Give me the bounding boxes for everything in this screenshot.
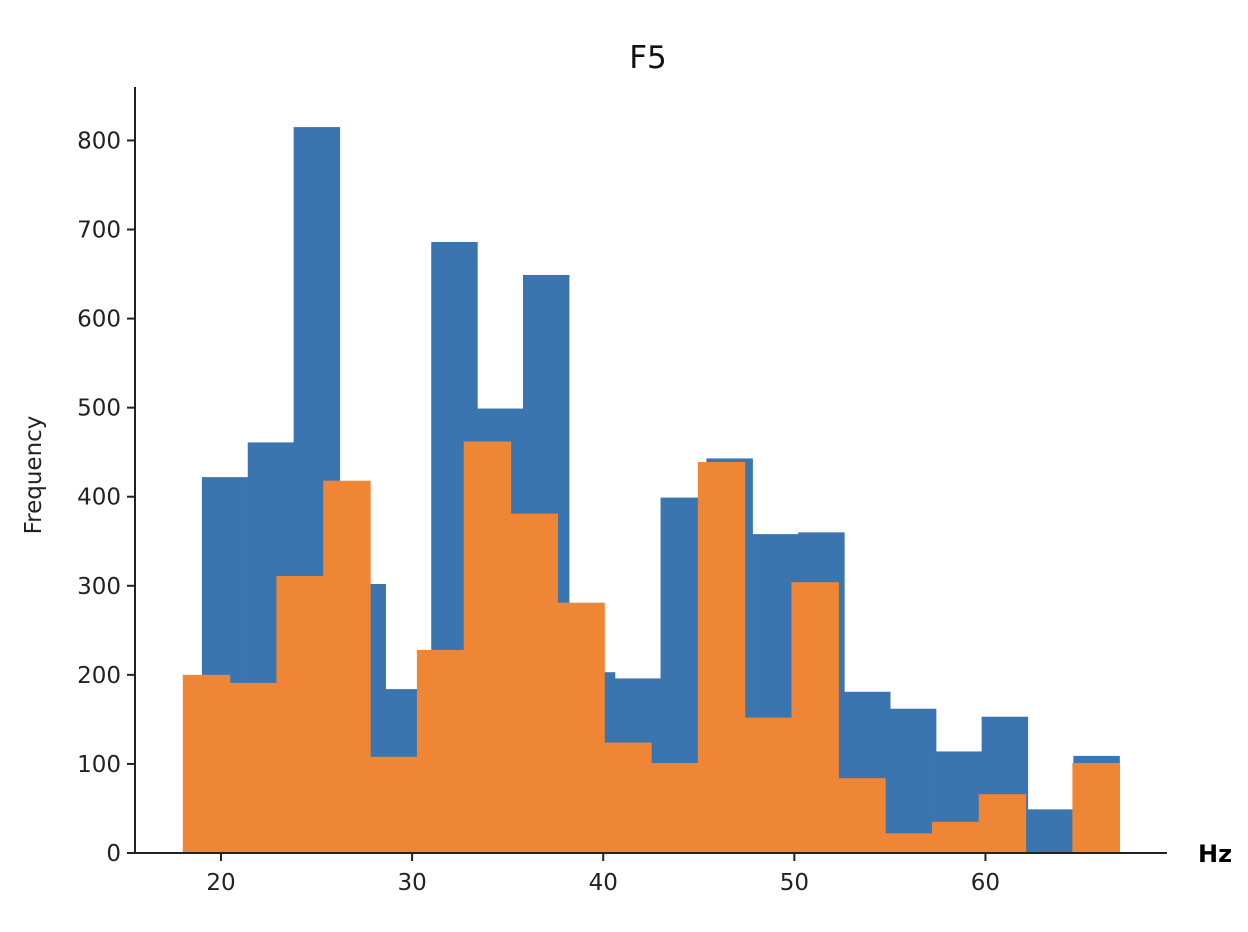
- y-tick-label: 500: [77, 396, 121, 422]
- y-tick-label: 0: [106, 841, 121, 867]
- y-tick-label: 100: [77, 752, 121, 778]
- y-tick-label: 200: [77, 663, 121, 689]
- histogram-bar-series-2-bin-18: [978, 794, 1027, 853]
- histogram-bar-series-1-bin-16: [889, 708, 937, 853]
- x-tick-label: 30: [397, 870, 426, 896]
- histogram-bar-series-2-bin-16: [885, 833, 933, 853]
- histogram-bar-series-2-bin-14: [791, 582, 839, 853]
- histogram-bar-series-1-bin-19: [1027, 809, 1074, 853]
- histogram-bar-series-2-bin-8: [510, 513, 558, 853]
- plot-area: [182, 127, 1120, 854]
- histogram-bar-series-2-bin-11: [651, 763, 699, 853]
- x-tick-label: 40: [589, 870, 618, 896]
- histogram-bar-series-2-bin-4: [323, 480, 371, 853]
- histogram-bar-series-2-bin-17: [931, 821, 980, 853]
- histogram-bar-series-2-bin-12: [697, 461, 746, 853]
- histogram-bar-series-2-bin-5: [370, 756, 418, 853]
- x-tick-label: 50: [780, 870, 809, 896]
- histogram-bar-series-2-bin-13: [744, 717, 793, 853]
- x-tick-label: 60: [971, 870, 1000, 896]
- histogram-bar-series-2-bin-20: [1072, 763, 1120, 853]
- histogram-bar-series-2-bin-9: [557, 602, 605, 853]
- x-tick-label: 20: [206, 870, 235, 896]
- histogram-bar-series-2-bin-10: [604, 742, 652, 853]
- y-tick-label: 800: [77, 128, 121, 154]
- y-tick-label: 600: [77, 307, 121, 333]
- axes: 0 100 200 300 400 500 600 700 800 20 30 40 50 60: [77, 87, 1167, 896]
- x-axis-label: Hz: [1198, 840, 1232, 868]
- y-tick-label: 300: [77, 574, 121, 600]
- y-tick-label: 400: [77, 485, 121, 511]
- histogram-bar-series-2-bin-3: [276, 575, 324, 853]
- histogram-bar-series-2-bin-7: [463, 441, 512, 853]
- y-tick-label: 700: [77, 218, 121, 244]
- histogram-bar-series-2-bin-15: [838, 778, 886, 853]
- y-axis-label: Frequency: [21, 416, 47, 535]
- chart-title: F5: [629, 40, 667, 76]
- histogram-bar-series-2-bin-2: [229, 682, 278, 853]
- histogram-bar-series-2-bin-1: [182, 674, 231, 853]
- histogram-bar-series-2-bin-6: [416, 649, 465, 853]
